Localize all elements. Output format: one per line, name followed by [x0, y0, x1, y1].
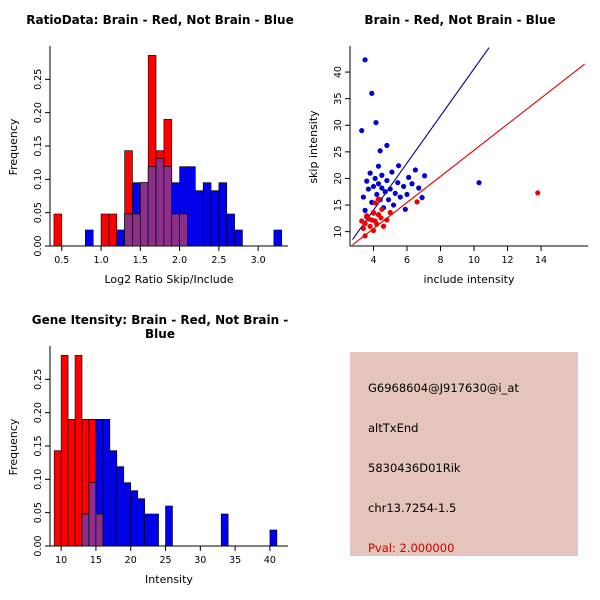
- panel-ratio-histogram: RatioData: Brain - Red, Not Brain - Blue…: [0, 0, 300, 300]
- svg-text:35: 35: [229, 555, 241, 566]
- gene-histogram-plot: 10 15 20 25 30 35 40 0.00 0.05 0.10 0.15 0.20 0.25: [33, 346, 288, 566]
- svg-text:15: 15: [333, 199, 344, 211]
- svg-text:0.05: 0.05: [33, 202, 44, 223]
- svg-text:8: 8: [437, 255, 443, 266]
- gene-histogram-title: Gene Itensity: Brain - Red, Not Brain - …: [31, 313, 289, 341]
- svg-text:0.10: 0.10: [33, 469, 44, 490]
- svg-text:0.05: 0.05: [33, 502, 44, 523]
- svg-text:25: 25: [333, 146, 344, 158]
- intensity-scatter-plot: 4 6 8 10 12 14 10 15 20 25 30 35 40: [333, 46, 588, 266]
- ratio-histogram-xlabel: Log2 Ratio Skip/Include: [104, 273, 234, 286]
- svg-text:0.15: 0.15: [33, 435, 44, 456]
- panel-intensity-scatter: Brain - Red, Not Brain - Blue skip inten…: [300, 0, 600, 300]
- info-box: G6968604@J917630@i_at altTxEnd 5830436D0…: [350, 352, 578, 556]
- svg-text:1.0: 1.0: [94, 255, 109, 266]
- svg-text:10: 10: [468, 255, 480, 266]
- svg-text:40: 40: [264, 555, 276, 566]
- panel-gene-info: G6968604@J917630@i_at altTxEnd 5830436D0…: [300, 300, 600, 600]
- svg-text:10: 10: [333, 226, 344, 238]
- svg-text:0.5: 0.5: [54, 255, 69, 266]
- svg-text:0.25: 0.25: [33, 69, 44, 90]
- svg-text:25: 25: [159, 555, 171, 566]
- svg-text:6: 6: [404, 255, 410, 266]
- svg-text:30: 30: [333, 119, 344, 131]
- genomic-location-text: chr13.7254-1.5: [368, 501, 457, 515]
- svg-text:4: 4: [370, 255, 376, 266]
- scatter-title: Brain - Red, Not Brain - Blue: [364, 13, 556, 27]
- scatter-xlabel: include intensity: [423, 273, 515, 286]
- pval-text: Pval: 2.000000: [368, 541, 455, 555]
- panel-gene-histogram: Gene Itensity: Brain - Red, Not Brain - …: [0, 300, 300, 600]
- svg-text:0.10: 0.10: [33, 169, 44, 190]
- svg-text:0.00: 0.00: [33, 535, 44, 556]
- svg-text:0.00: 0.00: [33, 235, 44, 256]
- ratio-histogram-title: RatioData: Brain - Red, Not Brain - Blue: [26, 13, 294, 27]
- svg-text:30: 30: [194, 555, 206, 566]
- svg-text:2.0: 2.0: [172, 255, 187, 266]
- svg-text:20: 20: [125, 555, 137, 566]
- svg-text:15: 15: [90, 555, 102, 566]
- svg-text:35: 35: [333, 93, 344, 105]
- svg-text:1.5: 1.5: [133, 255, 148, 266]
- svg-text:3.0: 3.0: [251, 255, 266, 266]
- svg-text:12: 12: [502, 255, 514, 266]
- svg-text:2.5: 2.5: [211, 255, 226, 266]
- svg-text:0.15: 0.15: [33, 135, 44, 156]
- gene-histogram-xlabel: Intensity: [145, 573, 193, 586]
- probe-id-text: G6968604@J917630@i_at: [368, 381, 519, 395]
- svg-text:20: 20: [333, 172, 344, 184]
- svg-text:40: 40: [333, 66, 344, 78]
- event-type-text: altTxEnd: [368, 421, 419, 435]
- svg-text:10: 10: [55, 555, 67, 566]
- svg-text:0.25: 0.25: [33, 369, 44, 390]
- ratio-histogram-plot: 0.5 1.0 1.5 2.0 2.5 3.0 0.00 0.05 0.10 0.15 0.20 0.…: [33, 46, 288, 266]
- svg-text:14: 14: [535, 255, 547, 266]
- svg-text:0.20: 0.20: [33, 102, 44, 123]
- gene-symbol-text: 5830436D01Rik: [368, 461, 461, 475]
- svg-text:0.20: 0.20: [33, 402, 44, 423]
